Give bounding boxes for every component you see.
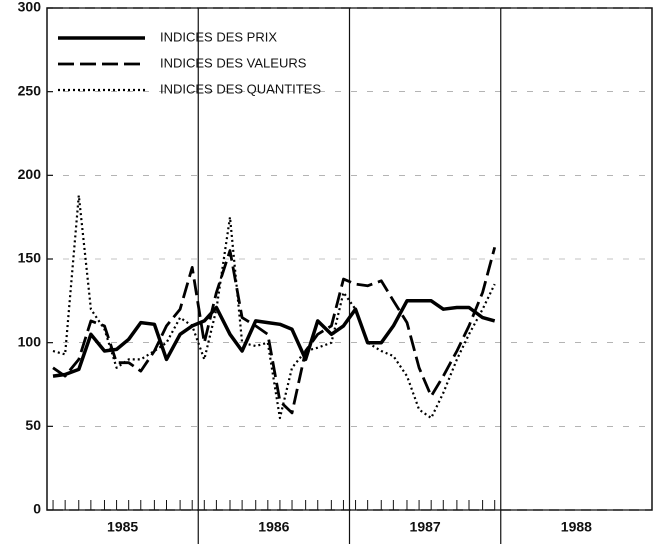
series-line <box>52 299 496 378</box>
y-tick-label: 200 <box>18 166 42 182</box>
series-line <box>52 246 497 415</box>
x-tick-label: 1987 <box>410 519 441 535</box>
series-line <box>52 194 496 420</box>
x-tick-label: 1985 <box>107 519 138 535</box>
y-tick-label: 0 <box>33 501 41 517</box>
y-tick-label: 150 <box>18 250 42 266</box>
y-tick-label: 100 <box>18 333 42 349</box>
legend-label: INDICES DES VALEURS <box>160 55 307 70</box>
y-tick-label: 50 <box>25 417 41 433</box>
x-tick-label: 1986 <box>258 519 289 535</box>
legend-label: INDICES DES PRIX <box>160 29 277 44</box>
y-tick-label: 300 <box>18 0 42 15</box>
y-tick-label: 250 <box>18 82 42 98</box>
x-tick-label: 1988 <box>561 519 592 535</box>
legend-label: INDICES DES QUANTITES <box>160 81 321 96</box>
